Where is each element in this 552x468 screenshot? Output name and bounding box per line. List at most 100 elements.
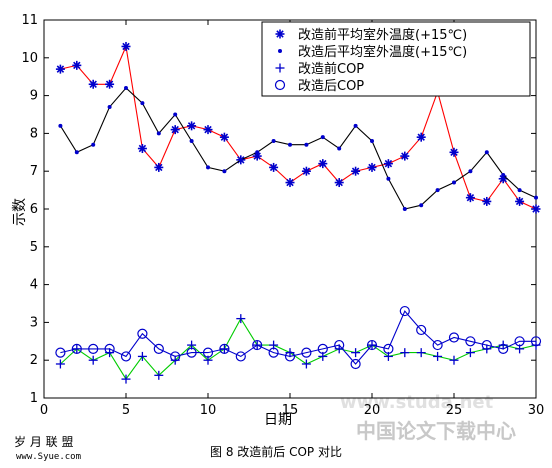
- y-tick-label: 6: [30, 202, 38, 217]
- data-point: [55, 64, 65, 74]
- data-point: [517, 188, 522, 193]
- data-point: [452, 180, 456, 185]
- legend-marker: [274, 79, 286, 91]
- watermark-text: 中国论文下载中心: [356, 419, 516, 443]
- data-point: [121, 374, 131, 384]
- x-tick-label: 20: [364, 403, 381, 418]
- data-point: [432, 339, 443, 351]
- legend-items: 改造前平均室外温度(+15℃)改造后平均室外温度(+15℃)改造前COP 改造后C…: [274, 27, 467, 94]
- legend-marker: [275, 63, 285, 73]
- data-point: [383, 159, 393, 169]
- data-point: [416, 132, 426, 142]
- data-point: [318, 159, 328, 169]
- x-tick-label: 30: [528, 403, 545, 418]
- data-point: [236, 314, 246, 324]
- data-point: [88, 355, 98, 365]
- data-point: [465, 336, 476, 347]
- series-3: [55, 314, 541, 384]
- series-2: [58, 86, 538, 211]
- series-4: [55, 305, 542, 370]
- data-point: [449, 355, 459, 365]
- data-point: [173, 112, 178, 117]
- data-point: [301, 347, 312, 358]
- data-point: [74, 150, 79, 155]
- axis-ticks: 0 5 10 15 20 25 30 1 2 3 4 5 6 7 8 9 10 11: [21, 13, 544, 418]
- data-point: [534, 195, 538, 200]
- legend-item-2: 改造后平均室外温度(+15℃): [278, 44, 467, 60]
- data-point: [271, 138, 276, 143]
- data-point: [285, 178, 295, 188]
- y-axis-label: 示数: [12, 198, 28, 226]
- series-line-1: [60, 44, 537, 210]
- x-tick-label: 25: [446, 403, 463, 418]
- data-point: [203, 125, 213, 135]
- data-point: [156, 131, 161, 136]
- data-point: [386, 176, 391, 181]
- data-point: [153, 343, 164, 354]
- data-point: [222, 169, 227, 174]
- x-tick-label: 10: [200, 403, 217, 418]
- data-point: [91, 142, 96, 147]
- data-point: [186, 347, 197, 358]
- legend-label: 改造前平均室外温度(+15℃): [298, 27, 467, 43]
- y-tick-label: 5: [30, 240, 38, 255]
- data-point: [55, 347, 66, 358]
- legend-item-4: 改造后COP: [274, 79, 364, 94]
- watermark-url: www.studa.net: [340, 392, 494, 413]
- legend-marker: [278, 49, 282, 53]
- data-point: [482, 196, 492, 206]
- data-point: [137, 144, 147, 154]
- data-point: [140, 101, 145, 106]
- data-point: [105, 79, 115, 89]
- data-point: [402, 207, 407, 211]
- legend-item-1: 改造前平均室外温度(+15℃): [275, 27, 467, 43]
- data-point: [137, 328, 148, 339]
- data-point: [301, 359, 311, 369]
- data-point: [351, 348, 361, 358]
- data-point: [170, 351, 181, 362]
- data-point: [288, 142, 292, 147]
- data-point: [419, 203, 424, 208]
- data-point: [416, 348, 426, 358]
- data-point: [366, 339, 378, 351]
- data-point: [465, 193, 475, 203]
- y-tick-label: 3: [30, 315, 38, 330]
- data-point: [72, 60, 82, 70]
- data-point: [58, 123, 63, 128]
- data-point: [252, 339, 263, 351]
- data-point: [530, 336, 542, 347]
- y-tick-label: 7: [30, 164, 38, 179]
- x-tick-label: 15: [282, 403, 299, 418]
- series-line-4: [60, 310, 536, 365]
- data-point: [235, 351, 246, 362]
- data-point: [337, 146, 342, 151]
- y-tick-label: 1: [30, 391, 38, 406]
- data-point: [255, 150, 260, 155]
- data-point: [219, 132, 229, 142]
- legend-label: 改造后平均室外温度(+15℃): [298, 44, 467, 60]
- data-point: [107, 104, 112, 109]
- y-tick-label: 9: [30, 89, 38, 104]
- data-point: [238, 157, 243, 162]
- data-point: [219, 343, 230, 354]
- data-point: [468, 169, 473, 174]
- x-axis-label: 日期: [264, 412, 292, 428]
- data-point: [350, 358, 361, 370]
- data-point: [383, 343, 394, 354]
- x-tick-label: 0: [40, 403, 48, 418]
- data-point: [433, 351, 443, 361]
- data-point: [121, 41, 131, 51]
- data-point: [334, 178, 344, 188]
- data-point: [400, 151, 410, 161]
- data-point: [449, 147, 459, 157]
- data-point: [514, 336, 525, 347]
- series-line-3: [60, 317, 537, 381]
- data-point: [124, 86, 128, 91]
- data-point: [55, 359, 65, 369]
- y-tick-label: 4: [30, 278, 38, 293]
- data-point: [269, 162, 279, 172]
- series-line-2: [59, 87, 537, 210]
- data-point: [400, 348, 410, 358]
- data-point: [515, 196, 525, 206]
